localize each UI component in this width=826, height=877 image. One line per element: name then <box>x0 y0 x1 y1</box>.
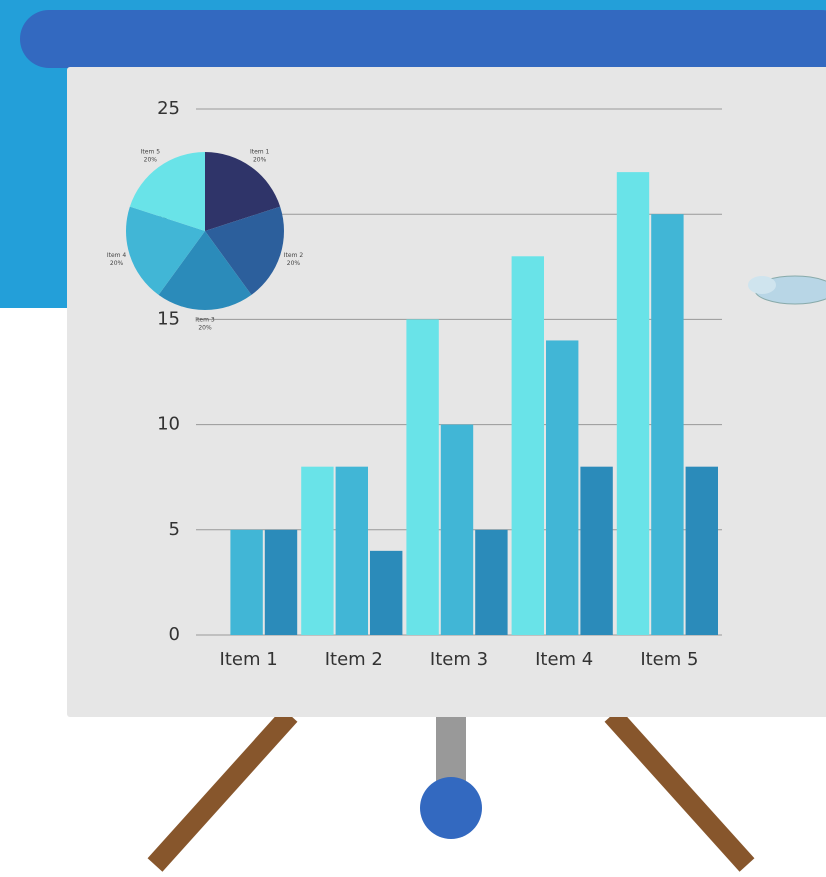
pie-value-label: 20% <box>253 156 267 163</box>
bar <box>685 466 718 635</box>
bar <box>370 550 403 635</box>
x-tick-label: Item 5 <box>640 649 698 670</box>
bar <box>475 529 508 635</box>
airplane <box>748 275 826 305</box>
y-tick-label: 25 <box>157 98 180 119</box>
x-tick-label: Item 1 <box>220 649 278 670</box>
pie-slice <box>205 206 284 295</box>
airplane-wing <box>748 276 776 294</box>
pie-slice <box>158 231 252 310</box>
board-header <box>20 10 826 68</box>
pie-label: Item 5 <box>141 148 161 155</box>
y-tick-label: 0 <box>169 624 180 645</box>
pie-value-label: 20% <box>110 260 124 267</box>
pie-value-label: 20% <box>198 325 212 332</box>
x-tick-label: Item 2 <box>325 649 383 670</box>
pie-label: Item 2 <box>284 252 304 259</box>
pie-label: Item 4 <box>107 252 127 259</box>
pie-slice <box>205 152 281 231</box>
y-tick-label: 5 <box>169 519 180 540</box>
easel-leg <box>604 708 755 872</box>
bar <box>511 256 544 635</box>
bar <box>616 172 650 635</box>
bar <box>264 529 298 635</box>
pie-value-label: 20% <box>287 260 301 267</box>
pie-slice <box>129 152 205 231</box>
bar <box>651 214 684 635</box>
x-tick-label: Item 4 <box>535 649 593 670</box>
bar <box>301 466 334 635</box>
easel-knob <box>420 777 482 839</box>
pie-label: Item 3 <box>195 317 215 324</box>
pie-slice <box>126 206 205 295</box>
bar <box>230 529 263 635</box>
easel-leg <box>147 708 298 872</box>
bar <box>335 466 368 635</box>
bar <box>406 319 439 635</box>
x-tick-label: Item 3 <box>430 649 488 670</box>
bar <box>440 424 474 635</box>
pie-label: Item 1 <box>250 148 270 155</box>
y-tick-label: 10 <box>157 414 180 435</box>
bar <box>546 340 579 635</box>
y-tick-label: 15 <box>157 308 180 329</box>
pie-value-label: 20% <box>144 156 158 163</box>
bar <box>580 466 613 635</box>
